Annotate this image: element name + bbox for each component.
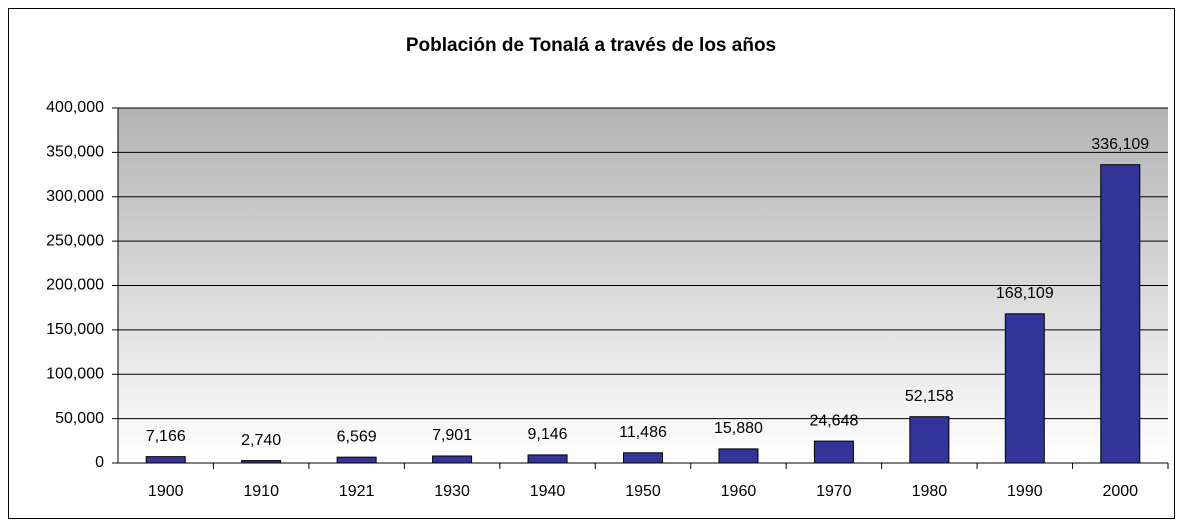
data-label: 24,648 <box>809 412 858 429</box>
bar <box>1004 313 1045 464</box>
data-label: 7,166 <box>146 428 186 445</box>
y-tick-label: 250,000 <box>46 232 104 249</box>
x-tick-label: 1990 <box>1007 483 1043 500</box>
bar <box>241 460 282 464</box>
bar <box>909 416 950 464</box>
bar <box>336 456 377 464</box>
x-tick-label: 1900 <box>148 483 184 500</box>
x-tick-label: 1921 <box>339 483 375 500</box>
bar <box>718 448 759 464</box>
x-tick-label: 1980 <box>912 483 948 500</box>
x-tick-label: 1910 <box>243 483 279 500</box>
chart-title: Población de Tonalá a través de los años <box>406 35 776 56</box>
y-tick-label: 150,000 <box>46 321 104 338</box>
y-tick-label: 200,000 <box>46 277 104 294</box>
bar <box>527 454 568 464</box>
data-label: 11,486 <box>619 424 667 441</box>
y-tick-label: 50,000 <box>55 410 104 427</box>
data-label: 2,740 <box>241 432 281 449</box>
y-tick-label: 100,000 <box>46 365 104 382</box>
y-tick-label: 400,000 <box>46 99 104 116</box>
data-label: 168,109 <box>996 285 1054 302</box>
x-tick-label: 1970 <box>816 483 852 500</box>
y-tick-label: 350,000 <box>46 144 104 161</box>
x-tick-label: 1950 <box>625 483 661 500</box>
bar <box>1100 164 1141 464</box>
data-label: 7,901 <box>432 427 472 444</box>
data-label: 52,158 <box>905 388 954 405</box>
y-tick-label: 300,000 <box>46 188 104 205</box>
x-tick-label: 1940 <box>530 483 566 500</box>
bar <box>813 440 854 464</box>
x-tick-label: 1930 <box>434 483 470 500</box>
bar <box>432 455 473 464</box>
data-label: 6,569 <box>337 428 377 445</box>
y-tick-label: 0 <box>95 454 104 471</box>
bar <box>145 456 186 464</box>
x-tick-label: 1960 <box>721 483 757 500</box>
bar <box>623 452 663 464</box>
data-label: 15,880 <box>714 420 763 437</box>
data-label: 9,146 <box>528 426 568 443</box>
data-label: 336,109 <box>1091 136 1149 153</box>
x-tick-label: 2000 <box>1102 483 1138 500</box>
